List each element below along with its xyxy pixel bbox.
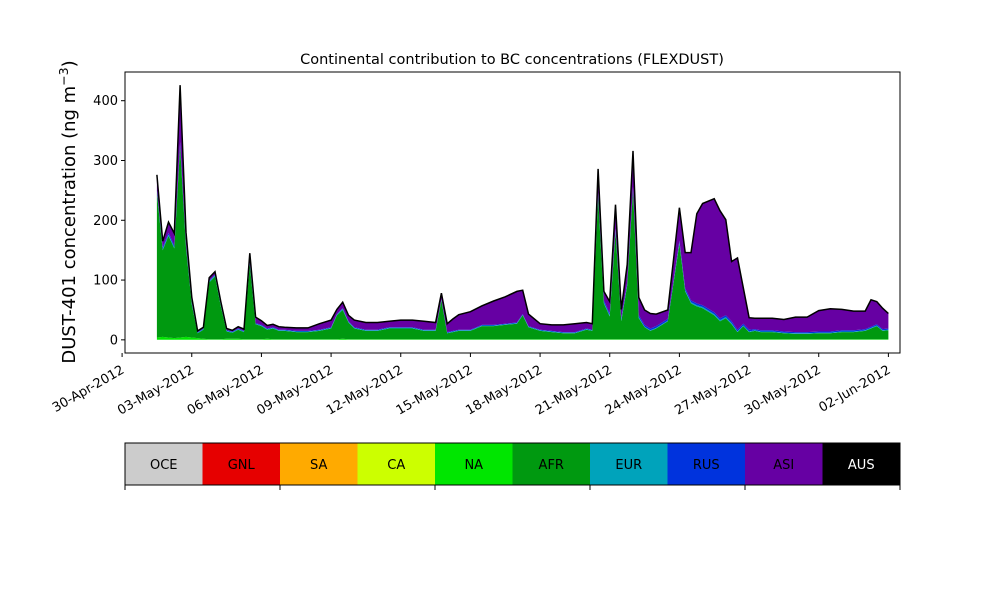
legend-label: AUS <box>848 458 875 473</box>
x-tick-label: 15-May-2012 <box>394 363 476 419</box>
y-tick-label: 0 <box>110 333 118 348</box>
legend-label: AFR <box>539 458 564 473</box>
legend-swatch-aus <box>822 443 900 485</box>
y-axis-label-close: ) <box>59 60 80 67</box>
legend-swatch-gnl <box>202 443 280 485</box>
y-axis-label: DUST-401 concentration (ng m−3) <box>56 60 80 363</box>
plot-frame <box>124 71 901 354</box>
legend-swatch-ca <box>357 443 435 485</box>
legend-label: RUS <box>693 458 720 473</box>
legend-label: GNL <box>228 458 256 473</box>
legend-label: NA <box>464 458 483 473</box>
legend-swatch-rus <box>667 443 745 485</box>
x-tick-label: 03-May-2012 <box>115 363 197 419</box>
area-na <box>156 336 889 340</box>
y-tick-label: 200 <box>93 214 118 229</box>
legend-swatch-oce <box>125 443 203 485</box>
legend-swatch-na <box>435 443 513 485</box>
legend-swatch-eur <box>590 443 668 485</box>
y-axis-ticks: 0 100 200 300 400 <box>93 94 125 348</box>
x-axis-ticks: 30-Apr-201203-May-201206-May-201209-May-… <box>50 353 893 419</box>
x-tick-label: 02-Jun-2012 <box>817 363 894 416</box>
y-axis-label-exponent: −3 <box>56 67 71 85</box>
y-axis-label-main: DUST-401 concentration (ng m <box>59 86 80 364</box>
stacked-areas <box>156 85 889 340</box>
x-tick-label: 18-May-2012 <box>463 363 545 419</box>
y-tick-label: 300 <box>93 154 118 169</box>
legend-frame <box>124 442 901 486</box>
x-tick-label: 06-May-2012 <box>185 363 267 419</box>
legend-label: OCE <box>150 458 178 473</box>
x-tick-label: 21-May-2012 <box>533 363 615 419</box>
total-concentration-line <box>156 85 889 333</box>
legend-label: ASI <box>773 458 794 473</box>
legend-swatch-afr <box>512 443 590 485</box>
x-tick-label: 24-May-2012 <box>603 363 685 419</box>
legend-swatch-sa <box>280 443 358 485</box>
legend-label: SA <box>310 458 327 473</box>
x-tick-label: 30-May-2012 <box>742 363 824 419</box>
legend-colorbar: OCE GNL SA CA NA AFR EUR RUS ASI AUS <box>124 442 901 490</box>
legend-label: CA <box>387 458 405 473</box>
y-tick-label: 100 <box>93 274 118 289</box>
chart-title: Continental contribution to BC concentra… <box>300 52 724 68</box>
area-asi <box>156 85 889 333</box>
legend-label: EUR <box>615 458 642 473</box>
x-tick-label: 09-May-2012 <box>254 363 336 419</box>
legend-swatch-asi <box>745 443 823 485</box>
x-tick-label: 27-May-2012 <box>672 363 754 419</box>
x-tick-label: 12-May-2012 <box>324 363 406 419</box>
y-tick-label: 400 <box>93 94 118 109</box>
